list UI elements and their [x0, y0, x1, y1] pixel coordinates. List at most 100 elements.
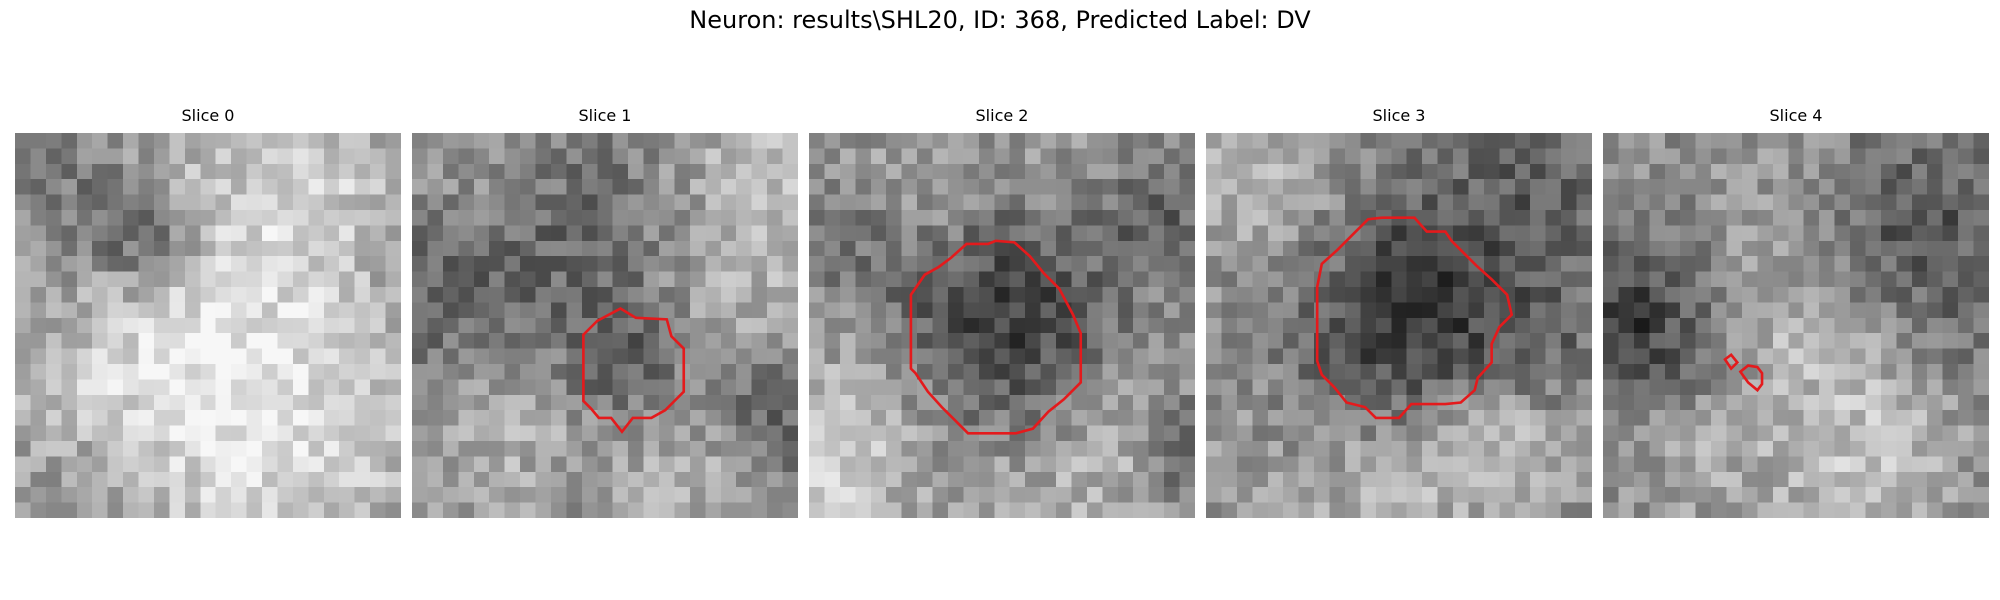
pixel — [720, 333, 737, 350]
pixel — [412, 302, 428, 319]
pixel — [1086, 441, 1103, 457]
pixel — [994, 179, 1011, 196]
pixel — [1880, 502, 1897, 518]
pixel — [705, 456, 722, 473]
pixel — [566, 225, 583, 242]
pixel — [1164, 271, 1181, 288]
pixel — [308, 210, 325, 226]
pixel — [1252, 425, 1269, 442]
pixel — [1711, 302, 1727, 319]
pixel — [597, 441, 614, 457]
pixel — [1803, 410, 1820, 427]
pixel — [1819, 240, 1836, 257]
slice-panel-4: Slice 4 — [1603, 106, 1989, 518]
pixel — [200, 163, 217, 180]
pixel — [1298, 302, 1315, 319]
pixel — [1545, 194, 1562, 211]
pixel — [308, 163, 325, 180]
pixel — [427, 133, 444, 149]
pixel — [1298, 194, 1315, 211]
pixel — [1133, 317, 1150, 334]
pixel — [1102, 210, 1119, 226]
pixel — [1102, 317, 1119, 334]
pixel — [412, 194, 428, 211]
pixel — [689, 425, 706, 442]
pixel — [1927, 194, 1944, 211]
pixel — [1453, 379, 1469, 396]
pixel — [1117, 379, 1134, 396]
pixel — [323, 487, 340, 504]
pixel — [1695, 256, 1712, 273]
pixel — [1834, 425, 1851, 442]
pixel — [1360, 317, 1377, 334]
pixel — [751, 148, 768, 165]
pixel — [1025, 441, 1042, 457]
pixel — [751, 317, 768, 334]
pixel — [1618, 179, 1635, 196]
pixel — [1896, 240, 1913, 257]
pixel — [720, 317, 737, 334]
pixel — [1664, 348, 1681, 365]
pixel — [1056, 271, 1072, 288]
pixel — [1803, 333, 1820, 350]
pixel — [61, 471, 78, 488]
pixel — [1850, 471, 1866, 488]
pixel — [1973, 210, 1989, 226]
pixel — [1865, 271, 1882, 288]
pixel — [1206, 133, 1222, 149]
pixel — [1133, 487, 1150, 504]
pixel — [1649, 133, 1666, 149]
pixel — [550, 364, 567, 380]
pixel — [705, 364, 722, 380]
pixel — [1711, 148, 1727, 165]
pixel — [15, 348, 31, 365]
pixel — [1133, 194, 1150, 211]
pixel — [1803, 487, 1820, 504]
pixel — [45, 302, 62, 319]
pixel — [963, 471, 980, 488]
pixel — [1927, 163, 1944, 180]
pixel — [1545, 287, 1562, 303]
pixel — [1927, 271, 1944, 288]
pixel — [566, 133, 583, 149]
pixel — [504, 256, 521, 273]
pixel — [736, 333, 753, 350]
pixel — [1649, 410, 1666, 427]
pixel — [184, 210, 201, 226]
pixel — [824, 364, 841, 380]
pixel — [292, 240, 309, 257]
pixel — [550, 287, 567, 303]
pixel — [504, 394, 521, 411]
pixel — [705, 179, 722, 196]
pixel — [767, 133, 784, 149]
pixel — [1298, 394, 1315, 411]
pixel — [153, 364, 170, 380]
pixel — [1757, 348, 1774, 365]
pixel — [1911, 179, 1928, 196]
pixel — [200, 348, 217, 365]
pixel — [1344, 441, 1361, 457]
pixel — [323, 210, 340, 226]
pixel — [901, 456, 918, 473]
pixel — [1117, 410, 1134, 427]
pixel — [1102, 194, 1119, 211]
pixel — [917, 502, 933, 518]
pixel — [153, 348, 170, 365]
pixel — [782, 456, 798, 473]
pixel — [963, 379, 980, 396]
pixel — [520, 302, 536, 319]
pixel — [628, 333, 645, 350]
pixel — [1391, 194, 1408, 211]
pixel — [323, 179, 340, 196]
pixel — [520, 502, 536, 518]
pixel — [339, 364, 356, 380]
pixel — [1483, 194, 1500, 211]
pixel — [200, 502, 217, 518]
pixel — [15, 225, 31, 242]
pixel — [1530, 471, 1547, 488]
pixel — [1711, 441, 1727, 457]
pixel — [1850, 133, 1866, 149]
pixel — [215, 302, 232, 319]
pixel — [1545, 302, 1562, 319]
pixel — [751, 271, 768, 288]
